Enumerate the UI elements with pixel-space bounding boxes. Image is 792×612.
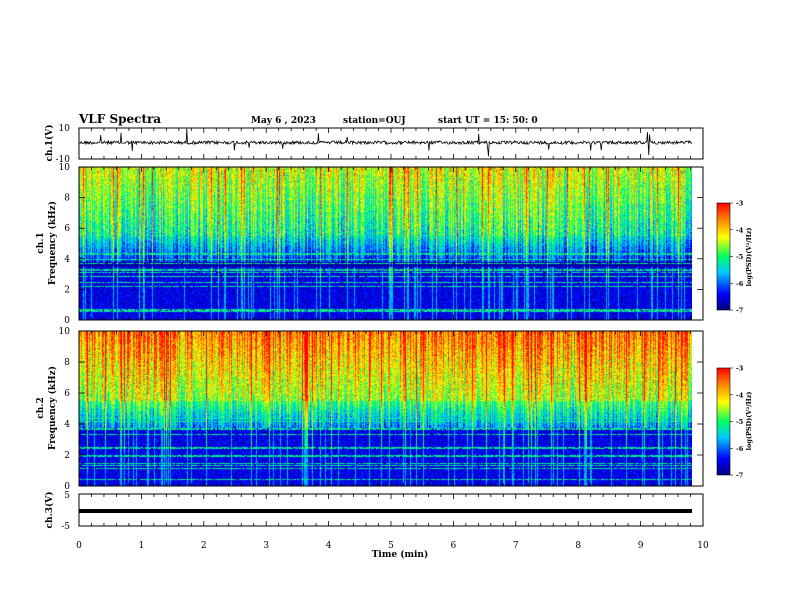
frequency-tick-label: 4 [64,420,70,430]
colorbar-tick-label: -4 [736,391,744,399]
ch2-colorbar-label: log(PSD)(V²/Hz) [745,392,753,451]
frequency-tick-label: 8 [64,358,70,368]
header-station: station=OUJ [343,116,406,126]
frequency-tick-label: 8 [64,194,70,204]
time-tick-label: 3 [263,541,269,551]
colorbar-tick-label: -4 [736,226,744,234]
colorbar-tick-label: -5 [736,418,744,426]
ch3-waveform-line [79,509,692,513]
frequency-tick-label: 4 [64,255,70,265]
ch3-ylabel: ch.3(V) [44,492,55,529]
colorbar-tick-label: -7 [736,472,743,480]
frequency-tick-label: 6 [64,224,70,234]
time-tick-label: 1 [139,541,145,551]
ch1-waveform-panel: 10 -10 ch.1(V) [44,124,704,165]
colorbar-tick-label: -5 [736,253,744,261]
ch1-colorbar-label: log(PSD)(V²/Hz) [745,228,753,287]
ch3-ytick-top: 5 [64,491,70,501]
ch2-spec-ylabel-channel: ch.2 [36,397,46,418]
time-tick-label: 7 [513,541,519,551]
colorbar-tick-label: -7 [736,307,743,315]
time-axis-ticks: 0 1 2 3 4 5 6 7 8 9 10 [76,128,709,551]
ch2-spectrogram-image [79,331,692,486]
header-start-time: start UT = 15: 50: 0 [438,116,538,126]
frequency-tick-label: 2 [64,451,70,461]
frequency-tick-label: 2 [64,285,70,295]
ch3-ytick-bottom: -5 [61,522,70,532]
ch1-colorbar [716,202,731,311]
time-axis-label: Time (min) [372,549,429,560]
time-tick-label: 4 [326,541,332,551]
header-date: May 6 , 2023 [251,116,316,126]
colorbar-tick-label: -3 [736,200,744,208]
ch2-spec-ylabel-frequency: Frequency (kHz) [47,366,58,450]
time-tick-label: 10 [697,541,709,551]
figure-title: VLF Spectra [78,112,161,126]
ch1-spec-ylabel-frequency: Frequency (kHz) [47,201,58,285]
frequency-tick-label: 0 [64,316,70,326]
ch1-spectrogram-image [79,167,692,320]
frequency-tick-label: 0 [64,482,70,492]
time-tick-label: 2 [201,541,207,551]
time-tick-label: 6 [451,541,457,551]
time-tick-label: 0 [76,541,82,551]
ch2-colorbar [716,367,731,476]
ch1-spec-ylabel-channel: ch.1 [36,232,46,253]
frequency-tick-label: 6 [64,389,70,399]
ch1-ylabel: ch.1(V) [44,125,55,162]
time-tick-label: 5 [388,541,394,551]
ch1-ytick-top: 10 [59,124,71,134]
ch3-waveform-panel: 5 -5 ch.3(V) [44,491,704,532]
time-tick-label: 8 [575,541,581,551]
colorbar-tick-label: -3 [736,365,744,373]
ch1-waveform-line [78,128,692,157]
time-tick-label: 9 [638,541,644,551]
ch1-waveform-frame [78,127,704,160]
colorbar-tick-label: -6 [736,280,744,288]
frequency-tick-label: 10 [59,327,71,337]
ch1-ytick-bottom: -10 [56,155,71,165]
frequency-tick-label: 10 [59,163,71,173]
colorbar-tick-label: -6 [736,445,744,453]
